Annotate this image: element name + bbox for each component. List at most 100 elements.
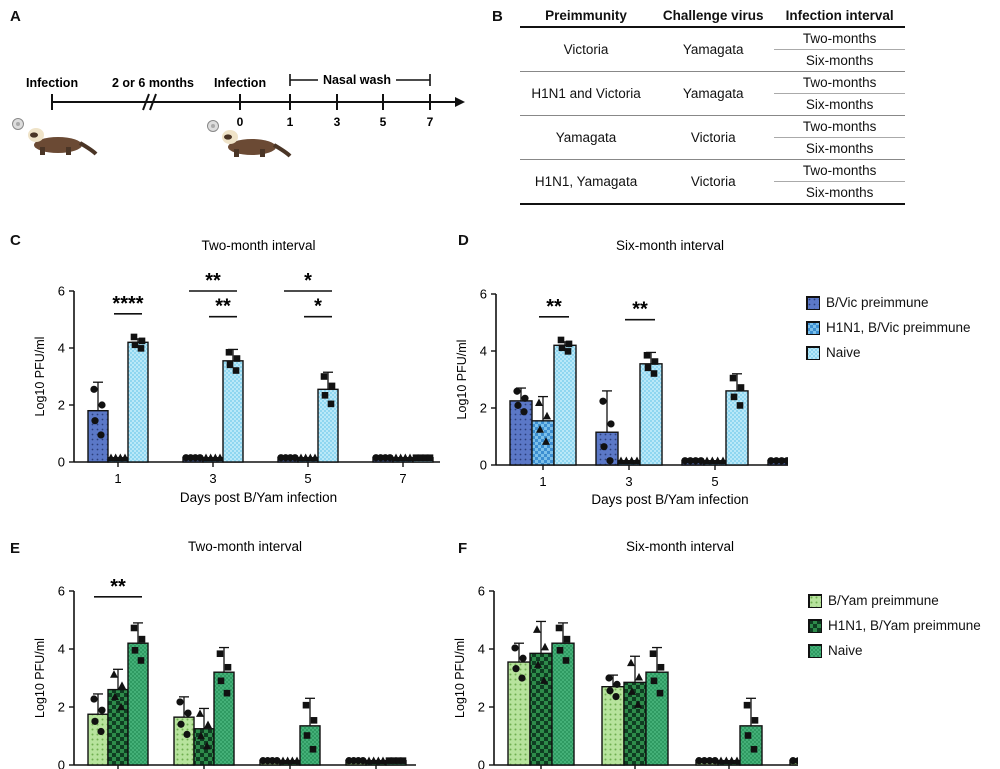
data-point	[778, 457, 786, 465]
data-point	[138, 635, 146, 643]
chart-title: Six-month interval	[616, 238, 724, 253]
data-point	[196, 709, 204, 717]
significance-label: **	[215, 296, 231, 318]
timeline-day-7: 7	[427, 115, 434, 129]
table-header-preimmunity: Preimmunity	[520, 6, 653, 28]
y-tick-label: 2	[58, 398, 65, 413]
timeline-day-0: 0	[237, 115, 244, 129]
y-tick-label: 2	[58, 700, 65, 715]
legend-item: H1N1, B/Yam preimmune	[808, 613, 981, 638]
table-row: Six-months	[520, 137, 905, 160]
table-cell-interval: Two-months	[774, 159, 905, 182]
data-point	[650, 677, 658, 685]
data-point	[783, 457, 788, 465]
preimmunity-table: Preimmunity Challenge virus Infection in…	[520, 6, 905, 205]
data-point	[719, 456, 727, 465]
data-point	[565, 340, 573, 348]
data-point	[600, 443, 608, 451]
ferret-illustration-2	[207, 120, 292, 158]
data-point	[91, 717, 99, 725]
significance-label: **	[632, 299, 648, 321]
x-tick-label: 5	[711, 474, 718, 489]
table-cell-preimmunity: H1N1, Yamagata	[520, 159, 653, 205]
bar	[299, 725, 321, 766]
data-point	[90, 385, 98, 393]
legend-item: B/Yam preimmune	[808, 588, 981, 613]
data-point	[131, 647, 139, 654]
legend-item: Naive	[808, 638, 981, 663]
data-point	[520, 408, 528, 416]
table-cell-challenge: Yamagata	[652, 27, 775, 72]
bar	[193, 728, 215, 766]
ferret-illustration-1	[12, 118, 98, 156]
data-point	[293, 756, 301, 765]
data-point	[730, 393, 738, 401]
bar	[127, 341, 149, 463]
legend-bottom: B/Yam preimmune H1N1, B/Yam preimmune Na…	[808, 588, 981, 663]
y-tick-label: 4	[478, 642, 485, 657]
data-point	[686, 457, 694, 465]
table-cell-challenge: Victoria	[652, 159, 775, 205]
data-point	[223, 689, 231, 697]
data-point	[558, 344, 566, 352]
table-cell-interval: Two-months	[774, 71, 905, 94]
x-tick-label: 7	[399, 471, 406, 486]
table-header-interval: Infection interval	[774, 6, 905, 28]
data-point	[406, 453, 414, 462]
table-row: Yamagata Victoria Two-months	[520, 115, 905, 160]
y-tick-label: 2	[480, 401, 487, 416]
panel-label-f: F	[458, 540, 468, 557]
table-row: Six-months	[520, 93, 905, 116]
x-tick-label: 5	[304, 471, 311, 486]
data-point	[697, 457, 705, 465]
data-point	[412, 454, 420, 462]
bar	[531, 420, 555, 466]
data-point	[224, 663, 232, 671]
data-point	[535, 398, 543, 407]
data-point	[395, 757, 402, 764]
data-point	[644, 364, 652, 372]
data-point	[557, 336, 565, 344]
data-point	[176, 698, 184, 706]
data-point	[563, 635, 571, 643]
table-cell-challenge: Victoria	[652, 115, 775, 160]
data-point	[196, 454, 204, 462]
data-point	[233, 355, 241, 362]
data-point	[417, 454, 424, 462]
bar	[529, 652, 553, 766]
data-point	[533, 625, 541, 633]
bar	[639, 363, 663, 466]
legend-swatch	[808, 593, 822, 608]
table-cell-interval: Six-months	[774, 49, 905, 72]
timeline-day-3: 3	[334, 115, 341, 129]
data-point	[130, 624, 138, 632]
data-point	[426, 454, 434, 462]
chart-title: Six-month interval	[626, 539, 734, 554]
data-point	[750, 745, 758, 753]
data-point	[617, 456, 625, 465]
bar	[645, 671, 669, 766]
data-point	[302, 701, 310, 709]
table-cell-preimmunity: Yamagata	[520, 115, 653, 160]
data-point	[612, 692, 620, 701]
data-point	[622, 456, 631, 465]
data-point	[97, 727, 105, 736]
data-point	[320, 373, 328, 380]
legend-item: H1N1, B/Vic preimmune	[806, 315, 971, 340]
legend-swatch	[806, 345, 820, 360]
table-row: H1N1, Yamagata Victoria Two-months	[520, 159, 905, 205]
data-point	[650, 370, 658, 377]
legend-top: B/Vic preimmune H1N1, B/Vic preimmune Na…	[806, 290, 971, 365]
data-point	[390, 757, 397, 764]
x-axis-label: Days post B/Yam infection	[591, 492, 748, 507]
y-tick-label: 0	[478, 758, 485, 769]
data-point	[98, 401, 106, 409]
data-point	[138, 337, 146, 345]
data-point	[606, 687, 614, 695]
y-tick-label: 6	[58, 284, 65, 299]
table-cell-preimmunity: H1N1 and Victoria	[520, 71, 653, 116]
chart-title: Two-month interval	[188, 539, 302, 554]
data-point	[767, 457, 775, 465]
data-point	[794, 757, 798, 765]
significance-label: **	[546, 296, 562, 318]
